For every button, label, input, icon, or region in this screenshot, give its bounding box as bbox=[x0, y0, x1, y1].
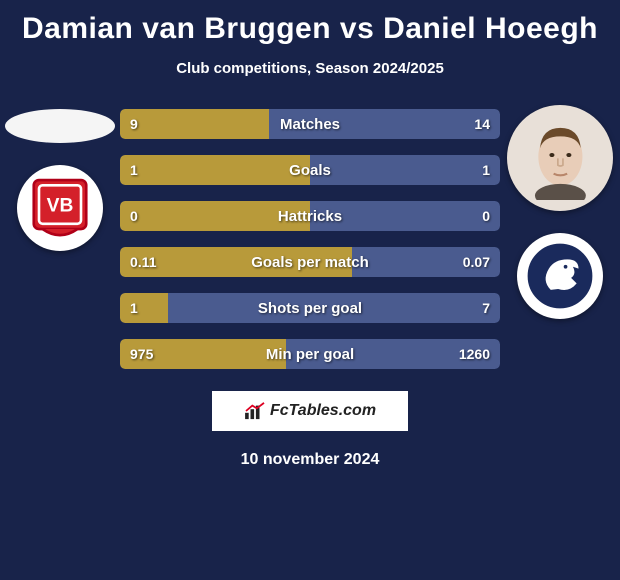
player-left-avatar bbox=[5, 109, 115, 143]
subtitle: Club competitions, Season 2024/2025 bbox=[0, 60, 620, 77]
stat-row: 17Shots per goal bbox=[120, 293, 500, 323]
bar-right-fill bbox=[120, 293, 500, 323]
stat-row: 00Hattricks bbox=[120, 201, 500, 231]
stat-right-value: 0 bbox=[482, 201, 490, 231]
right-player-column bbox=[500, 105, 620, 319]
stat-right-value: 1260 bbox=[459, 339, 490, 369]
player-left-club-badge: VB bbox=[17, 165, 103, 251]
stat-row: 914Matches bbox=[120, 109, 500, 139]
club-badge-right-icon bbox=[523, 239, 597, 313]
stat-left-value: 9 bbox=[130, 109, 138, 139]
bar-left-fill bbox=[120, 201, 310, 231]
stat-row: 9751260Min per goal bbox=[120, 339, 500, 369]
stat-bars: 914Matches11Goals00Hattricks0.110.07Goal… bbox=[120, 105, 500, 369]
stat-row: 0.110.07Goals per match bbox=[120, 247, 500, 277]
club-badge-left-icon: VB bbox=[25, 173, 95, 243]
stat-left-value: 975 bbox=[130, 339, 153, 369]
stat-left-value: 0.11 bbox=[130, 247, 156, 277]
stat-left-value: 0 bbox=[130, 201, 138, 231]
watermark-text: FcTables.com bbox=[270, 402, 376, 420]
stat-right-value: 14 bbox=[474, 109, 490, 139]
bar-left-fill bbox=[120, 293, 168, 323]
watermark-chart-icon bbox=[244, 402, 266, 420]
page-title: Damian van Bruggen vs Daniel Hoeegh bbox=[0, 0, 620, 46]
stat-right-value: 7 bbox=[482, 293, 490, 323]
bar-left-fill bbox=[120, 109, 269, 139]
bar-left-fill bbox=[120, 155, 310, 185]
stat-left-value: 1 bbox=[130, 293, 138, 323]
svg-text:VB: VB bbox=[47, 196, 74, 217]
watermark-badge: FcTables.com bbox=[212, 391, 408, 431]
left-player-column: VB bbox=[0, 105, 120, 251]
stat-left-value: 1 bbox=[130, 155, 138, 185]
player-right-club-badge bbox=[517, 233, 603, 319]
player-right-face-icon bbox=[518, 116, 603, 201]
comparison-panel: VB 914Matches11Goal bbox=[0, 105, 620, 369]
date-label: 10 november 2024 bbox=[0, 451, 620, 469]
stat-right-value: 1 bbox=[482, 155, 490, 185]
stat-right-value: 0.07 bbox=[463, 247, 490, 277]
player-right-avatar bbox=[507, 105, 613, 211]
stat-row: 11Goals bbox=[120, 155, 500, 185]
